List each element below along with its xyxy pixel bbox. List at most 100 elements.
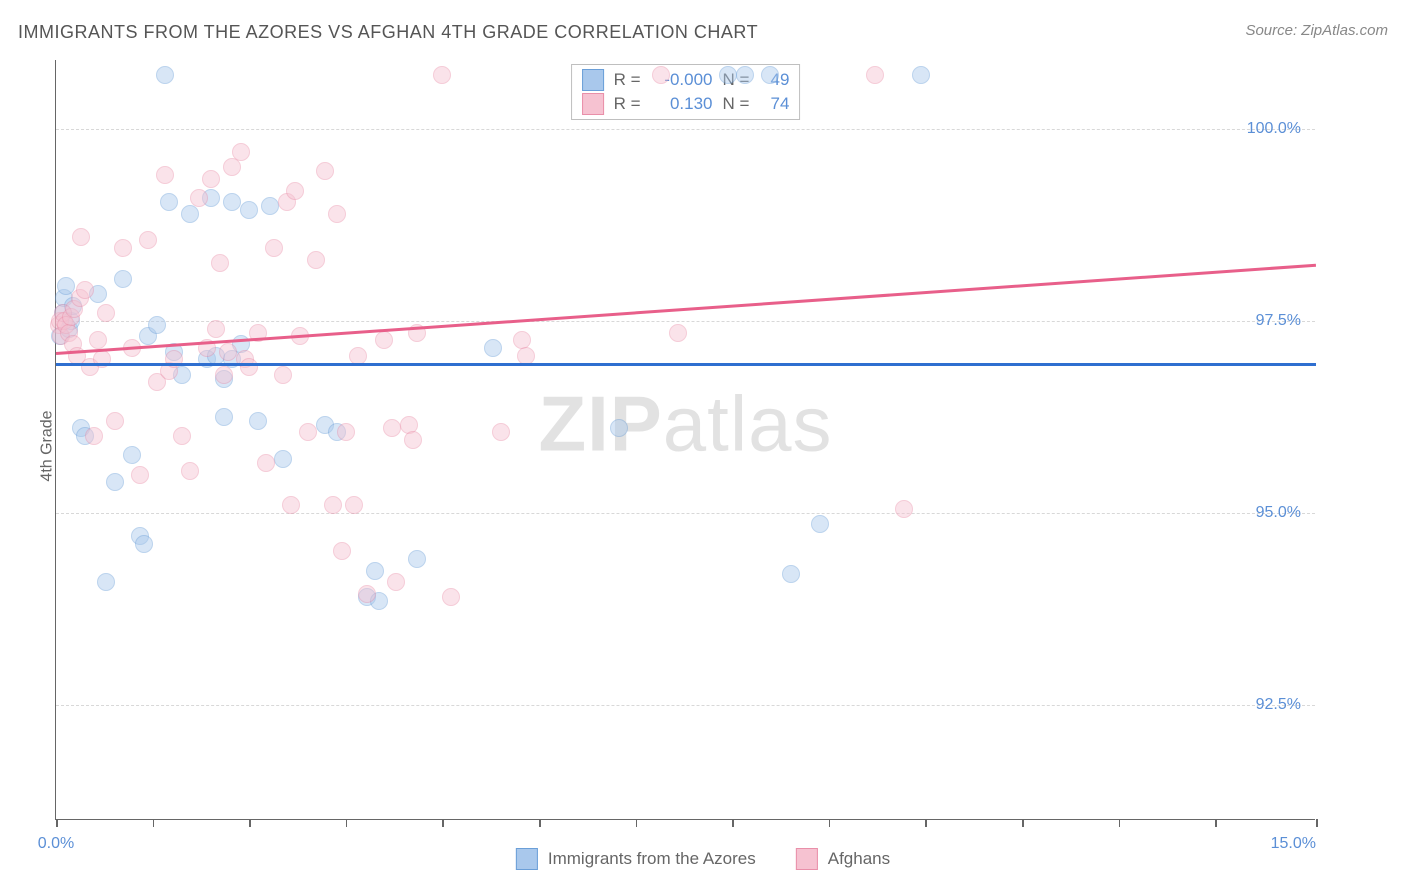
scatter-point [223, 158, 241, 176]
scatter-point [114, 239, 132, 257]
source-attribution: Source: ZipAtlas.com [1245, 22, 1388, 39]
scatter-point [736, 66, 754, 84]
x-tick [1022, 819, 1024, 827]
legend-label: Afghans [828, 849, 890, 869]
x-tick [442, 819, 444, 827]
scatter-point [249, 412, 267, 430]
r-label: R = [614, 92, 641, 116]
bottom-legend: Immigrants from the Azores Afghans [516, 848, 890, 870]
r-value: 0.130 [651, 92, 713, 116]
chart-title: IMMIGRANTS FROM THE AZORES VS AFGHAN 4TH… [18, 22, 758, 43]
y-tick-label: 97.5% [1256, 312, 1301, 330]
scatter-point [366, 562, 384, 580]
scatter-point [89, 331, 107, 349]
scatter-point [97, 573, 115, 591]
scatter-point [316, 162, 334, 180]
scatter-point [286, 182, 304, 200]
y-axis-label: 4th Grade [39, 410, 57, 481]
scatter-point [345, 496, 363, 514]
y-tick-label: 95.0% [1256, 504, 1301, 522]
x-tick-label: 0.0% [38, 835, 74, 853]
bottom-legend-item: Immigrants from the Azores [516, 848, 756, 870]
scatter-point [215, 408, 233, 426]
legend-swatch [582, 69, 604, 91]
n-value: 74 [759, 92, 789, 116]
trend-line [56, 263, 1316, 354]
scatter-point [324, 496, 342, 514]
scatter-point [761, 66, 779, 84]
x-tick [1316, 819, 1318, 827]
scatter-point [610, 419, 628, 437]
gridline-h [56, 129, 1315, 130]
scatter-point [719, 66, 737, 84]
scatter-point [328, 205, 346, 223]
x-tick-label: 15.0% [1271, 835, 1316, 853]
scatter-point [912, 66, 930, 84]
x-tick [539, 819, 541, 827]
trend-line [56, 363, 1316, 366]
x-tick [56, 819, 58, 827]
r-label: R = [614, 68, 641, 92]
scatter-point [219, 343, 237, 361]
scatter-point [207, 320, 225, 338]
x-tick [346, 819, 348, 827]
scatter-point [240, 201, 258, 219]
y-tick-label: 92.5% [1256, 696, 1301, 714]
bottom-legend-item: Afghans [796, 848, 890, 870]
scatter-point [274, 450, 292, 468]
scatter-point [123, 446, 141, 464]
scatter-point [492, 423, 510, 441]
scatter-point [114, 270, 132, 288]
scatter-point [404, 431, 422, 449]
x-tick [925, 819, 927, 827]
scatter-point [782, 565, 800, 583]
gridline-h [56, 321, 1315, 322]
watermark-rest: atlas [663, 380, 833, 468]
x-tick [249, 819, 251, 827]
scatter-point [484, 339, 502, 357]
scatter-point [240, 358, 258, 376]
scatter-point [895, 500, 913, 518]
scatter-point [211, 254, 229, 272]
scatter-point [387, 573, 405, 591]
y-tick-label: 100.0% [1247, 120, 1301, 138]
n-label: N = [723, 92, 750, 116]
scatter-point [299, 423, 317, 441]
scatter-point [76, 281, 94, 299]
x-tick [1119, 819, 1121, 827]
scatter-point [307, 251, 325, 269]
gridline-h [56, 513, 1315, 514]
watermark-bold: ZIP [538, 380, 662, 468]
scatter-point [358, 585, 376, 603]
stats-legend-row: R = 0.130 N = 74 [582, 92, 790, 116]
watermark: ZIPatlas [538, 379, 832, 470]
scatter-point [517, 347, 535, 365]
x-tick [829, 819, 831, 827]
scatter-point [383, 419, 401, 437]
scatter-point [442, 588, 460, 606]
scatter-point [408, 550, 426, 568]
legend-swatch [796, 848, 818, 870]
scatter-point [265, 239, 283, 257]
stats-legend-row: R =-0.000N =49 [582, 68, 790, 92]
scatter-point [223, 193, 241, 211]
scatter-point [97, 304, 115, 322]
scatter-point [349, 347, 367, 365]
scatter-point [261, 197, 279, 215]
scatter-point [135, 535, 153, 553]
scatter-point [333, 542, 351, 560]
scatter-point [337, 423, 355, 441]
scatter-point [139, 231, 157, 249]
legend-swatch [516, 848, 538, 870]
scatter-point [131, 466, 149, 484]
plot-area: ZIPatlas R =-0.000N =49R = 0.130 N = 74 92.… [55, 60, 1315, 820]
scatter-point [375, 331, 393, 349]
scatter-point [202, 170, 220, 188]
scatter-point [433, 66, 451, 84]
scatter-point [106, 412, 124, 430]
scatter-point [148, 316, 166, 334]
x-tick [732, 819, 734, 827]
scatter-point [181, 205, 199, 223]
scatter-point [190, 189, 208, 207]
scatter-point [72, 228, 90, 246]
